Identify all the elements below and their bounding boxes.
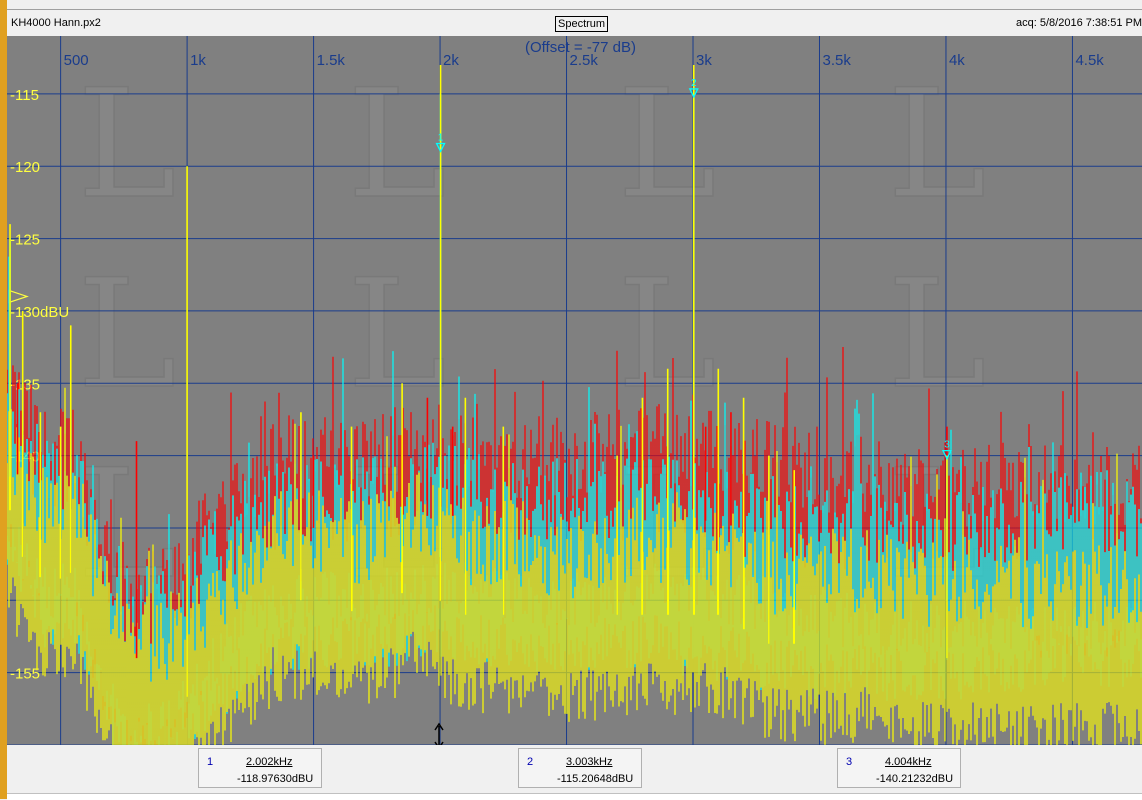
x-tick-label: 1k: [190, 52, 206, 69]
x-tick-label: 500: [64, 52, 89, 69]
y-unit-label: -130dBU: [10, 304, 69, 321]
marker-amplitude: -115.20648dBU: [557, 773, 634, 785]
acquisition-timestamp: acq: 5/8/2016 7:38:51 PM: [1016, 17, 1142, 29]
watermark-logo: L: [887, 248, 987, 422]
x-tick-label: 2k: [443, 52, 459, 69]
marker-2-label: 2: [691, 78, 697, 89]
x-tick-label: 4k: [949, 52, 965, 69]
x-tick-label: 2.5k: [570, 52, 599, 69]
marker-3-label: 3: [944, 440, 950, 451]
watermark-logo: L: [617, 248, 717, 422]
chart-title: (Offset = -77 dB): [525, 39, 636, 56]
spectrum-plot[interactable]: L L L L L L L L L L L L 500 1k 1.5k 2k 2.5k 3k 3.5k 4k 4.5k -…: [7, 36, 1142, 745]
marker-readout-1[interactable]: 1 2.002kHz -118.97630dBU: [198, 748, 322, 788]
marker-amplitude: -140.21232dBU: [876, 773, 954, 785]
marker-3-triangle[interactable]: [941, 450, 953, 461]
y-tick-label: -120: [10, 159, 40, 176]
x-tick-label: 1.5k: [317, 52, 346, 69]
marker-2-triangle[interactable]: [688, 88, 699, 99]
watermark-logo: L: [77, 58, 177, 232]
header-divider: [7, 9, 1142, 10]
file-name-label: KH4000 Hann.px2: [11, 17, 101, 29]
marker-1-triangle[interactable]: [435, 142, 446, 153]
marker-amplitude: -118.97630dBU: [237, 773, 314, 785]
watermark-logo: L: [617, 58, 717, 232]
watermark-logo: L: [347, 58, 447, 232]
watermark-logo: L: [887, 58, 987, 232]
x-tick-label: 4.5k: [1075, 52, 1104, 69]
marker-id: 3: [846, 756, 853, 768]
marker-1-label: 1: [438, 132, 444, 143]
marker-frequency[interactable]: 3.003kHz: [566, 756, 613, 768]
marker-id: 2: [527, 756, 534, 768]
watermark-logo: L: [347, 248, 447, 422]
marker-id: 1: [207, 756, 214, 768]
watermark-logo: L: [77, 248, 177, 422]
y-tick-label: -115: [10, 87, 39, 104]
status-strip: [7, 793, 1142, 800]
resize-cursor-icon: [434, 722, 444, 745]
spectrum-mode-button[interactable]: Spectrum: [555, 16, 609, 32]
x-tick-label: 3k: [696, 52, 712, 69]
marker-readout-3[interactable]: 3 4.004kHz -140.21232dBU: [837, 748, 961, 788]
marker-frequency[interactable]: 4.004kHz: [885, 756, 932, 768]
y-tick-label: -155: [10, 666, 40, 683]
marker-readout-2[interactable]: 2 3.003kHz -115.20648dBU: [518, 748, 642, 788]
trace-yellow: [7, 387, 1142, 745]
window-left-edge: [0, 0, 7, 799]
marker-frequency[interactable]: 2.002kHz: [246, 756, 293, 768]
marker-readout-bar: 1 2.002kHz -118.97630dBU 2 3.003kHz -115…: [7, 745, 1142, 799]
x-tick-label: 3.5k: [822, 52, 851, 69]
y-tick-label: -125: [10, 232, 40, 249]
